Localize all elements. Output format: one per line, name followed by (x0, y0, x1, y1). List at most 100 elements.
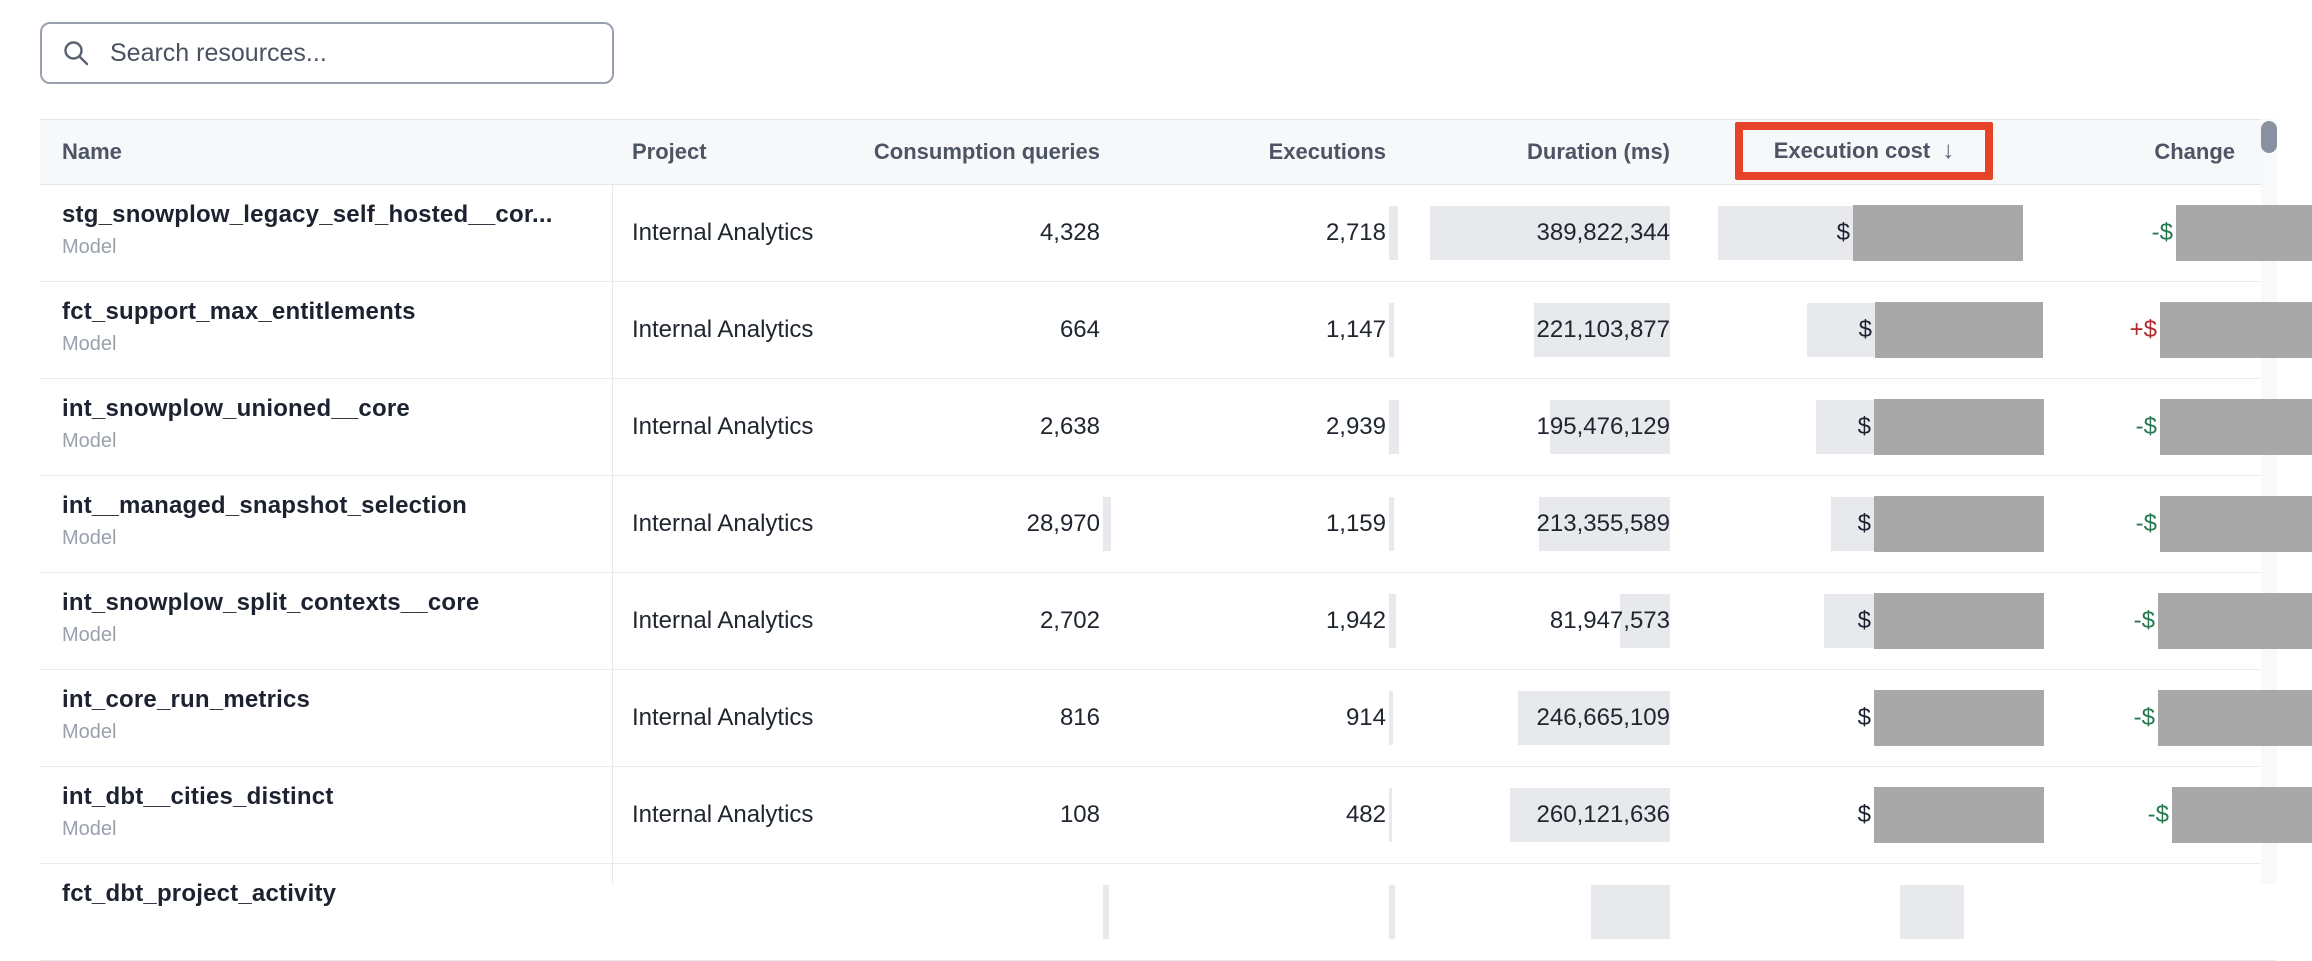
resource-name-cell[interactable]: int_snowplow_split_contexts__core Model (62, 588, 479, 647)
resource-name[interactable]: int_dbt__cities_distinct (62, 783, 334, 810)
table-body: stg_snowplow_legacy_self_hosted__cor... … (40, 185, 2312, 961)
table-row[interactable]: fct_support_max_entitlements Model Inter… (40, 282, 2312, 379)
duration-bar (1534, 303, 1670, 357)
execution-cost-bar (1718, 206, 1853, 260)
execution-cost-bar (1831, 497, 1874, 551)
executions-cell: 914 (1345, 704, 1386, 731)
resource-name[interactable]: fct_support_max_entitlements (62, 298, 416, 325)
column-header-name[interactable]: Name (62, 139, 122, 164)
execution-cost-redaction (1874, 787, 2044, 843)
annotation-highlight-box: Execution cost ↓ (1735, 122, 1993, 180)
consumption-queries-cell: 108 (1059, 801, 1100, 828)
change-redaction (2160, 496, 2312, 552)
duration-bar (1550, 400, 1670, 454)
execution-cost-bar (1816, 400, 1874, 454)
table-row[interactable]: int_core_run_metrics Model Internal Anal… (40, 670, 2312, 767)
resource-name-cell[interactable]: int__managed_snapshot_selection Model (62, 491, 467, 550)
execution-cost-redaction (1875, 302, 2043, 358)
table-row[interactable]: int_dbt__cities_distinct Model Internal … (40, 767, 2312, 864)
change-sign: -$ (2147, 801, 2169, 828)
column-header-consumption-queries[interactable]: Consumption queries (873, 139, 1100, 164)
executions-cell: 1,159 (1325, 510, 1386, 537)
executions-cell: 2,939 (1325, 413, 1386, 440)
executions-cell: 482 (1345, 801, 1386, 828)
executions-bar (1389, 400, 1399, 454)
change-sign: -$ (2133, 704, 2155, 731)
executions-cell: 1,147 (1325, 316, 1386, 343)
resource-name[interactable]: int__managed_snapshot_selection (62, 492, 467, 519)
resource-name[interactable]: int_core_run_metrics (62, 686, 311, 713)
execution-cost-redaction (1874, 593, 2044, 649)
column-header-duration[interactable]: Duration (ms) (1527, 139, 1670, 164)
execution-cost-redaction (1874, 690, 2044, 746)
resource-name[interactable]: stg_snowplow_legacy_self_hosted__cor... (62, 201, 553, 228)
duration-bar (1591, 885, 1670, 939)
change-sign: -$ (2135, 510, 2157, 537)
column-header-project[interactable]: Project (632, 139, 707, 164)
table-row[interactable]: stg_snowplow_legacy_self_hosted__cor... … (40, 185, 2312, 282)
project-cell: Internal Analytics (632, 316, 814, 343)
execution-cost-currency: $ (1857, 704, 1871, 731)
resource-type: Model (62, 333, 117, 355)
executions-bar (1389, 303, 1394, 357)
execution-cost-currency: $ (1858, 316, 1872, 343)
duration-cell: 260,121,636 (1536, 801, 1670, 828)
resource-name[interactable]: int_snowplow_split_contexts__core (62, 589, 480, 616)
change-sign: -$ (2135, 413, 2157, 440)
resource-name-cell[interactable]: stg_snowplow_legacy_self_hosted__cor... … (62, 200, 553, 259)
change-redaction (2176, 205, 2312, 261)
execution-cost-currency: $ (1857, 510, 1871, 537)
consumption-queries-bar (1103, 885, 1109, 939)
consumption-queries-cell: 28,970 (1026, 510, 1100, 537)
change-sign: +$ (2129, 316, 2157, 343)
project-cell: Internal Analytics (632, 704, 814, 731)
resource-name[interactable]: int_snowplow_unioned__core (62, 395, 410, 422)
execution-cost-currency: $ (1857, 801, 1871, 828)
change-sign: -$ (2151, 219, 2173, 246)
execution-cost-currency: $ (1857, 607, 1871, 634)
duration-cell: 213,355,589 (1536, 510, 1670, 537)
column-header-execution-cost[interactable]: Execution cost (1773, 138, 1931, 163)
scrollbar-thumb[interactable] (2261, 121, 2277, 153)
resources-table: Name Project Consumption queries Executi… (40, 119, 2312, 961)
execution-cost-bar (1900, 885, 1964, 939)
execution-cost-bar (1824, 594, 1874, 648)
table-header: Name Project Consumption queries Executi… (40, 119, 2277, 185)
sort-descending-icon[interactable]: ↓ (1942, 137, 1955, 164)
duration-cell: 195,476,129 (1536, 413, 1670, 440)
column-header-executions[interactable]: Executions (1268, 139, 1386, 164)
duration-bar (1430, 206, 1670, 260)
duration-bar (1510, 788, 1670, 842)
executions-bar (1389, 691, 1393, 745)
change-redaction (2160, 399, 2312, 455)
resource-name-cell[interactable]: int_dbt__cities_distinct Model (62, 782, 334, 841)
table-row[interactable]: int_snowplow_split_contexts__core Model … (40, 573, 2312, 670)
duration-bar (1518, 691, 1670, 745)
table-row[interactable]: int__managed_snapshot_selection Model In… (40, 476, 2312, 573)
resource-name-cell[interactable]: fct_support_max_entitlements Model (62, 297, 416, 356)
table-row[interactable]: fct_dbt_project_activity (40, 864, 2277, 961)
project-cell: Internal Analytics (632, 801, 814, 828)
search-box[interactable] (40, 22, 614, 84)
duration-cell: 389,822,344 (1536, 219, 1670, 246)
resource-type: Model (62, 430, 117, 452)
search-icon (64, 41, 89, 66)
executions-bar (1389, 788, 1392, 842)
execution-cost-bar (1807, 303, 1875, 357)
execution-cost-redaction (1874, 496, 2044, 552)
table-row[interactable]: int_snowplow_unioned__core Model Interna… (40, 379, 2312, 476)
consumption-queries-cell: 2,638 (1039, 413, 1100, 440)
execution-cost-redaction (1874, 399, 2044, 455)
column-header-change[interactable]: Change (2154, 139, 2235, 164)
consumption-queries-bar (1103, 497, 1111, 551)
consumption-queries-cell: 2,702 (1039, 607, 1100, 634)
change-redaction (2160, 302, 2312, 358)
executions-cell: 2,718 (1325, 219, 1386, 246)
resource-name-cell[interactable]: int_core_run_metrics Model (62, 685, 310, 744)
execution-cost-currency: $ (1836, 219, 1850, 246)
search-input[interactable] (108, 37, 582, 69)
duration-bar (1539, 497, 1670, 551)
resource-name-cell[interactable]: int_snowplow_unioned__core Model (62, 394, 410, 453)
resource-type: Model (62, 721, 117, 743)
project-cell: Internal Analytics (632, 510, 814, 537)
